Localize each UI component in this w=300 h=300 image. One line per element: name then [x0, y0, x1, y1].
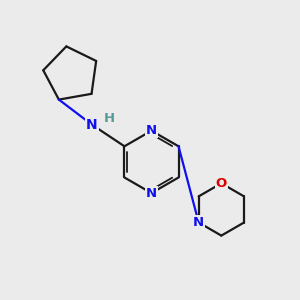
Text: H: H — [104, 112, 115, 125]
Text: N: N — [146, 124, 157, 137]
Text: N: N — [86, 118, 98, 132]
Text: O: O — [216, 177, 227, 190]
Text: N: N — [146, 187, 157, 200]
Text: N: N — [193, 216, 204, 229]
